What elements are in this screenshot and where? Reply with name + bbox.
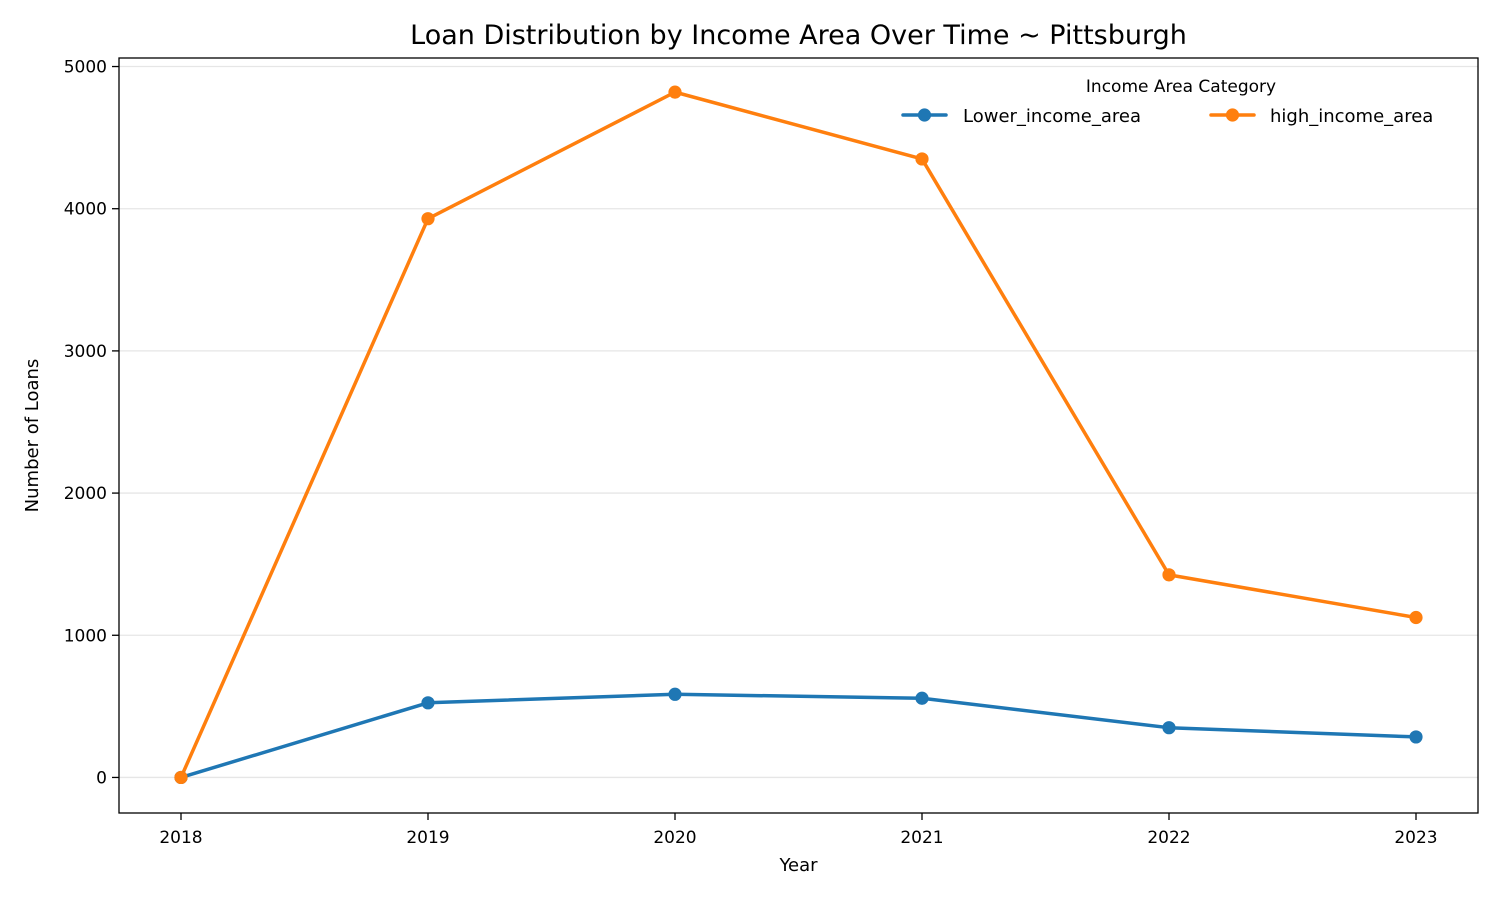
y-axis: 0 1000 2000 3000 4000 5000 <box>64 58 119 788</box>
x-tick-label: 2021 <box>900 828 943 848</box>
lower-income-area-point <box>1162 721 1176 735</box>
lower-income-area-point <box>915 691 929 705</box>
y-tick-label: 1000 <box>64 626 107 646</box>
y-tick-label: 4000 <box>64 200 107 220</box>
lower-income-area-line <box>179 692 1418 780</box>
x-tick-label: 2022 <box>1147 828 1190 848</box>
lower-income-area-point <box>668 687 682 701</box>
lower-income-area-legend-label: Lower_income_area <box>963 106 1141 127</box>
lower-income-area-point <box>421 696 435 710</box>
series-markers <box>174 85 1423 785</box>
x-axis: 2018 2019 2020 2021 2022 2023 <box>159 813 1438 848</box>
high-income-area-legend-label: high_income_area <box>1270 106 1433 127</box>
series-lines <box>179 90 1418 780</box>
y-axis-label: Number of Loans <box>22 359 43 513</box>
legend-title: Income Area Category <box>1086 77 1276 97</box>
high-income-area-point <box>421 212 435 226</box>
x-tick-label: 2019 <box>406 828 449 848</box>
high-income-area-point <box>1409 610 1423 625</box>
gridlines <box>119 65 1478 779</box>
x-axis-label: Year <box>778 855 818 876</box>
high-income-area-point <box>174 770 188 785</box>
plot-frame <box>118 57 1479 814</box>
y-tick-label: 5000 <box>64 58 107 78</box>
chart-title: Loan Distribution by Income Area Over Ti… <box>410 20 1187 51</box>
lower-income-area-legend-marker <box>917 108 932 122</box>
legend: Income Area Category Lower_income_area hi… <box>901 77 1433 127</box>
y-tick-label: 3000 <box>64 342 107 362</box>
x-tick-label: 2020 <box>653 828 696 848</box>
x-tick-label: 2018 <box>159 828 202 848</box>
high-income-area-point <box>915 152 929 166</box>
high-income-area-line <box>179 90 1418 780</box>
lower-income-area-point <box>1409 730 1423 744</box>
y-tick-label: 0 <box>96 768 107 788</box>
high-income-area-point <box>668 85 682 99</box>
x-tick-label: 2023 <box>1394 828 1437 848</box>
high-income-area-point <box>1162 568 1176 582</box>
high-income-area-legend-marker <box>1225 108 1240 122</box>
y-tick-label: 2000 <box>64 484 107 504</box>
